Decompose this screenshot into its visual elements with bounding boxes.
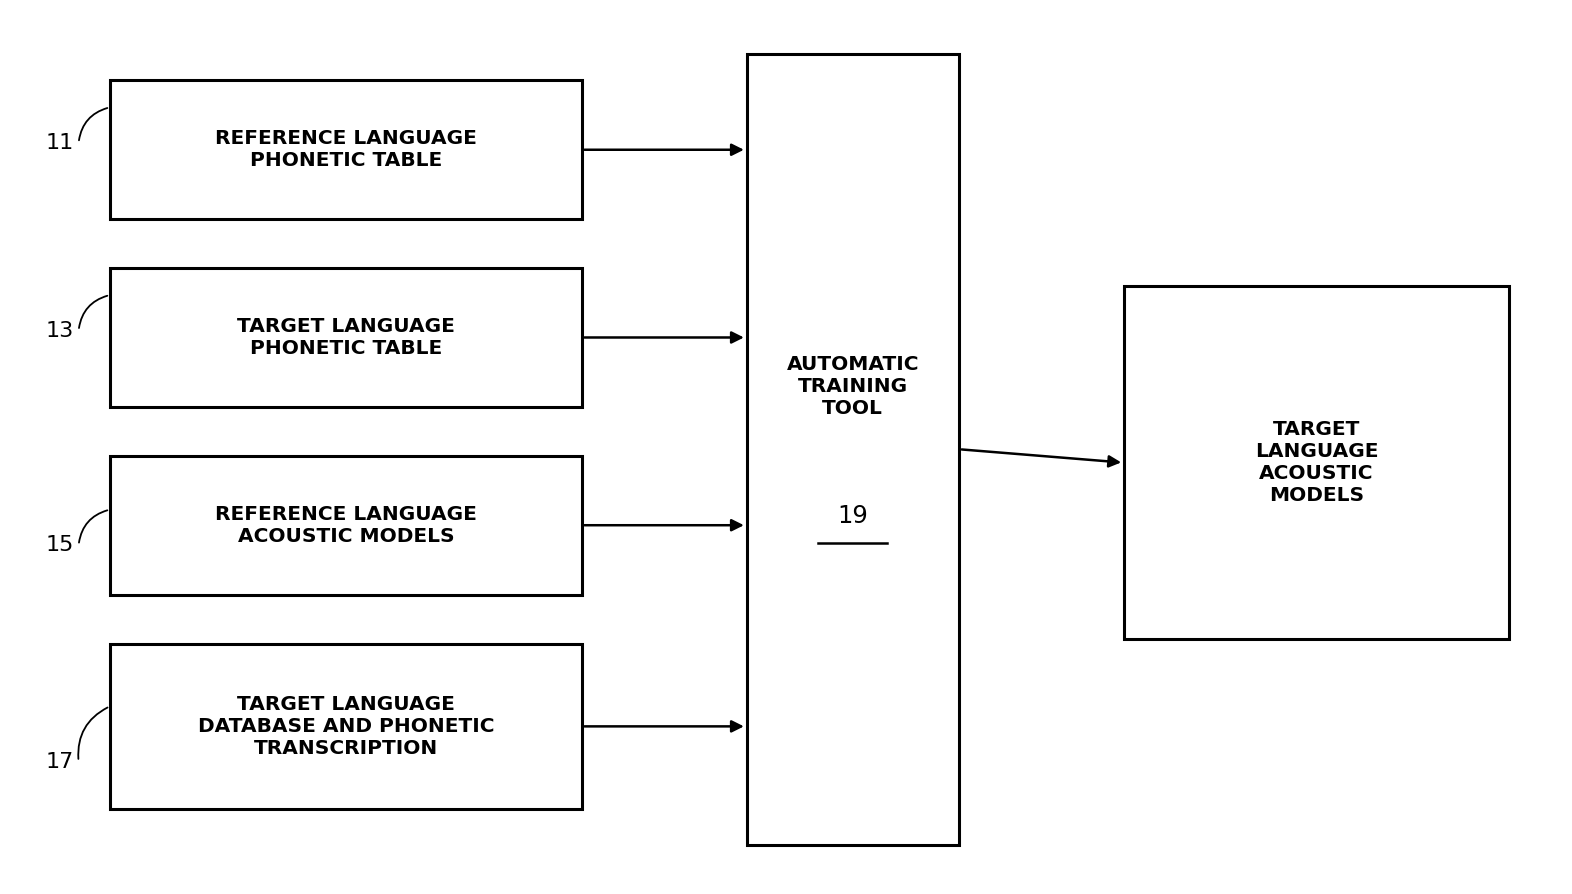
Text: AUTOMATIC
TRAINING
TOOL: AUTOMATIC TRAINING TOOL xyxy=(786,355,920,418)
Text: TARGET
LANGUAGE
ACOUSTIC
MODELS: TARGET LANGUAGE ACOUSTIC MODELS xyxy=(1254,420,1379,505)
Bar xyxy=(110,80,582,219)
Text: 17: 17 xyxy=(46,752,74,772)
Text: TARGET LANGUAGE
DATABASE AND PHONETIC
TRANSCRIPTION: TARGET LANGUAGE DATABASE AND PHONETIC TR… xyxy=(198,695,494,758)
Text: 11: 11 xyxy=(46,133,74,153)
Bar xyxy=(1124,286,1509,639)
Text: 15: 15 xyxy=(46,536,74,555)
Text: TARGET LANGUAGE
PHONETIC TABLE: TARGET LANGUAGE PHONETIC TABLE xyxy=(237,317,454,358)
Bar xyxy=(110,268,582,407)
Bar xyxy=(747,54,959,845)
Bar xyxy=(110,644,582,809)
Text: 19: 19 xyxy=(838,504,868,528)
Bar xyxy=(110,456,582,595)
Text: REFERENCE LANGUAGE
ACOUSTIC MODELS: REFERENCE LANGUAGE ACOUSTIC MODELS xyxy=(215,505,476,545)
Text: REFERENCE LANGUAGE
PHONETIC TABLE: REFERENCE LANGUAGE PHONETIC TABLE xyxy=(215,130,476,170)
Text: 13: 13 xyxy=(46,321,74,341)
